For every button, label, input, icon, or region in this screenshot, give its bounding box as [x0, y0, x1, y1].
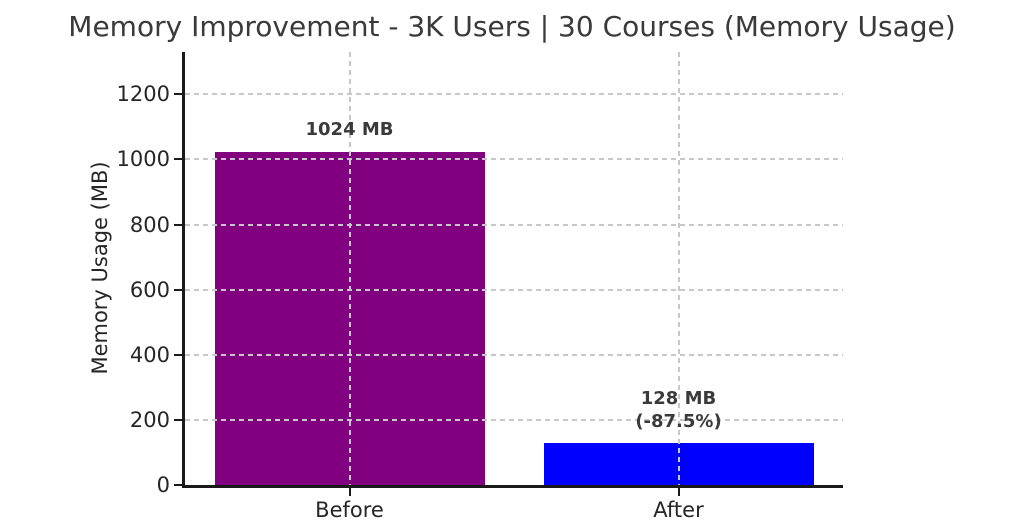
gridline-y-1200 [185, 93, 843, 96]
x-tick-label-after: After [653, 498, 704, 522]
y-tick-label-400: 400 [129, 342, 170, 367]
bar-value-label-before: 1024 MB [305, 119, 394, 141]
y-tick-label-1200: 1200 [116, 82, 170, 107]
x-tick-mark-before [348, 488, 351, 496]
x-tick-mark-after [677, 488, 680, 496]
y-axis-spine [182, 52, 185, 488]
gridline-y-400 [185, 353, 843, 356]
y-tick-mark-1000 [174, 158, 182, 161]
y-tick-label-600: 600 [129, 277, 170, 302]
gridline-x-before [348, 52, 351, 485]
y-tick-mark-400 [174, 353, 182, 356]
y-tick-mark-800 [174, 223, 182, 226]
y-tick-mark-600 [174, 288, 182, 291]
y-axis-label: Memory Usage (MB) [88, 161, 112, 375]
y-tick-label-200: 200 [129, 407, 170, 432]
gridline-y-600 [185, 288, 843, 291]
plot-area: 0 200 400 600 800 1000 1200 Before After 1024 MB 1… [117, 52, 843, 522]
gridline-y-1000 [185, 158, 843, 161]
x-axis-spine [182, 485, 843, 488]
y-tick-mark-0 [174, 484, 182, 486]
chart-title: Memory Improvement - 3K Users | 30 Cours… [68, 10, 956, 43]
x-tick-label-before: Before [315, 498, 384, 522]
gridline-y-800 [185, 223, 843, 226]
gridline-y-200 [185, 418, 843, 421]
y-tick-mark-1200 [174, 93, 182, 96]
y-tick-label-800: 800 [129, 212, 170, 237]
gridline-x-after [677, 52, 680, 485]
y-tick-label-1000: 1000 [116, 147, 170, 172]
bar-value-label-after: 128 MB (-87.5%) [635, 387, 722, 432]
y-tick-label-0: 0 [156, 473, 170, 497]
y-tick-mark-200 [174, 418, 182, 421]
